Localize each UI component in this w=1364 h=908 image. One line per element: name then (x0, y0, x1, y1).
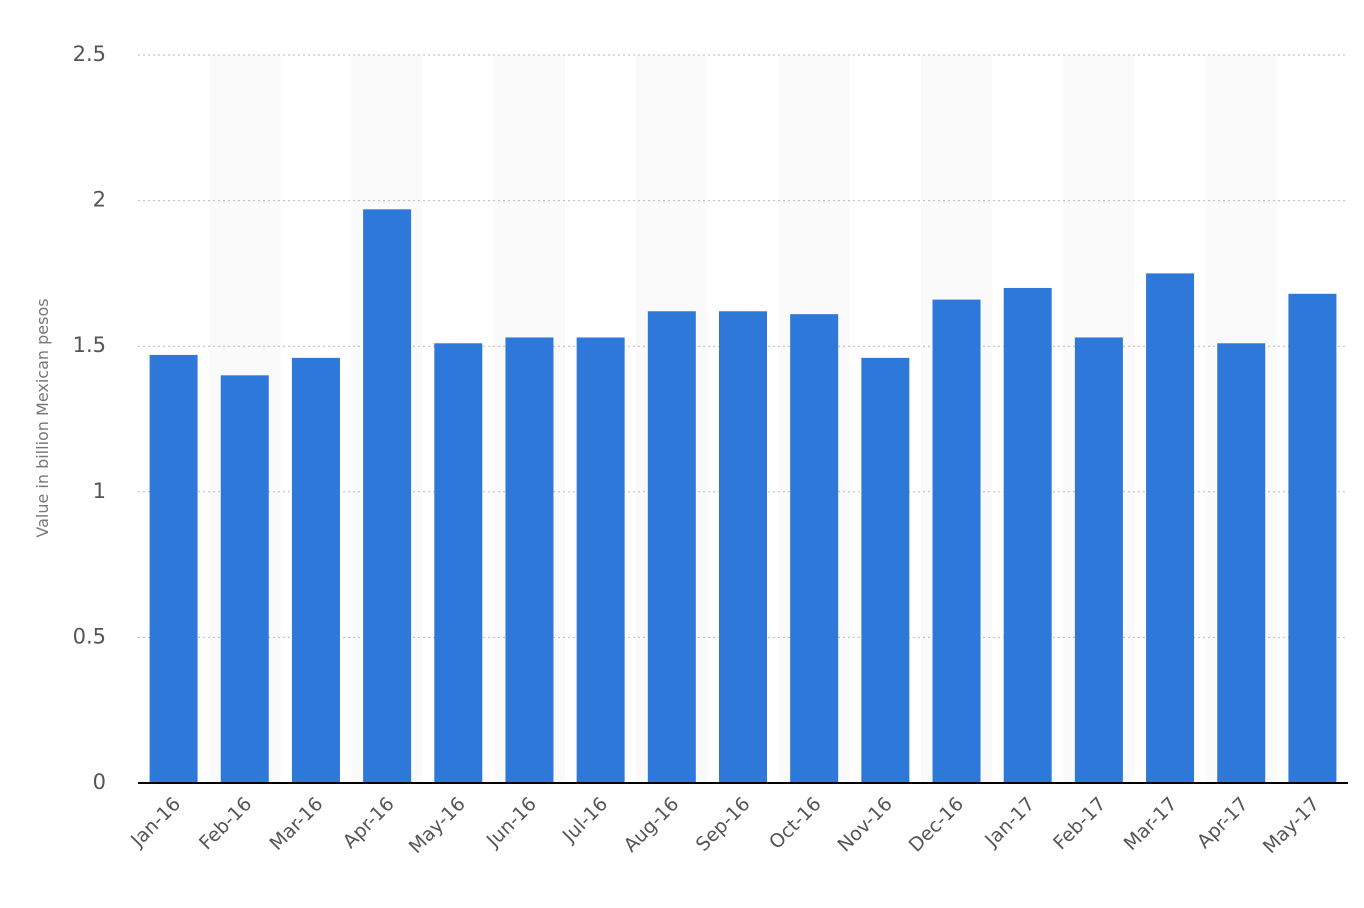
y-tick-label: 0 (93, 770, 106, 794)
x-tick-label: Feb-16 (195, 793, 256, 854)
bar (291, 357, 340, 783)
bar (434, 343, 483, 783)
x-tick-label: Mar-16 (265, 793, 327, 855)
bar (932, 299, 981, 783)
bar (505, 337, 554, 783)
x-tick-label: Jan-16 (126, 793, 185, 852)
y-tick-label: 0.5 (73, 624, 106, 648)
bar (647, 311, 696, 783)
x-tick-label: Nov-16 (834, 793, 897, 856)
bar (149, 354, 198, 783)
y-tick-label: 1.5 (73, 333, 106, 357)
x-tick-label: Sep-16 (692, 793, 755, 856)
x-tick-label: Dec-16 (905, 793, 969, 857)
bar (1146, 273, 1195, 783)
bar (719, 311, 767, 783)
bar (790, 314, 839, 783)
bar (576, 337, 625, 783)
x-tick-label: Jul-16 (558, 793, 612, 847)
bar (363, 209, 412, 783)
x-tick-label: Mar-17 (1120, 793, 1182, 855)
y-tick-label: 2 (93, 188, 106, 212)
y-axis-label: Value in billion Mexican pesos (33, 298, 52, 537)
x-tick-label: May-17 (1259, 793, 1324, 858)
x-tick-label: May-16 (405, 793, 470, 858)
bar (861, 357, 910, 783)
y-tick-label: 1 (93, 479, 106, 503)
bar (1003, 287, 1052, 783)
y-tick-label: 2.5 (73, 42, 106, 66)
x-tick-label: Aug-16 (620, 793, 684, 857)
x-tick-label: Feb-17 (1049, 793, 1110, 854)
x-tick-label: Jun-16 (482, 793, 541, 852)
bar (1074, 337, 1123, 783)
x-tick-label: Oct-16 (765, 793, 826, 854)
x-tick-label: Apr-16 (339, 793, 399, 853)
x-tick-label: Jan-17 (980, 793, 1039, 852)
bar (1217, 343, 1266, 783)
x-tick-label: Apr-17 (1193, 793, 1253, 853)
bar (1288, 293, 1337, 783)
bar (220, 375, 269, 783)
